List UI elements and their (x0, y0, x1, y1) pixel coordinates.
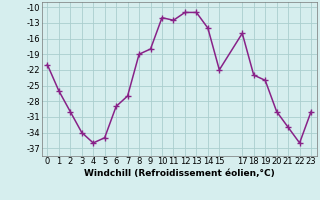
X-axis label: Windchill (Refroidissement éolien,°C): Windchill (Refroidissement éolien,°C) (84, 169, 275, 178)
